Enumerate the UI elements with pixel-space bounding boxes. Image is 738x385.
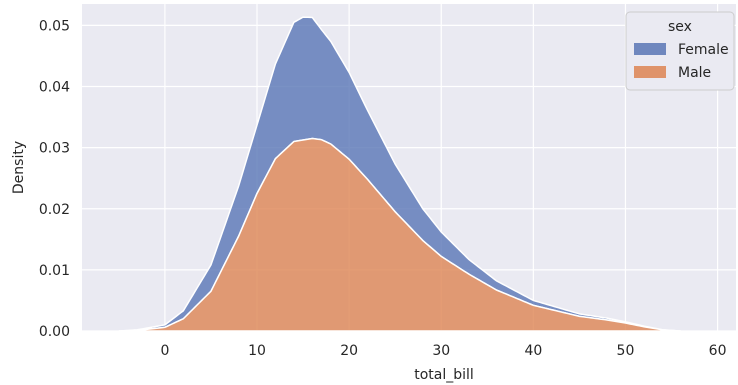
x-tick-label: 10 xyxy=(248,343,266,359)
y-tick-label: 0.03 xyxy=(39,141,70,157)
x-tick-label: 20 xyxy=(340,343,358,359)
legend: sex Female Male xyxy=(625,11,735,91)
legend-swatch-female xyxy=(634,43,666,55)
x-tick-label: 40 xyxy=(524,343,542,359)
x-axis-label: total_bill xyxy=(414,367,474,383)
y-tick-label: 0.00 xyxy=(39,324,70,340)
x-tick-label: 30 xyxy=(432,343,450,359)
y-axis-label: Density xyxy=(11,141,27,194)
y-tick-label: 0.01 xyxy=(39,263,70,279)
legend-label-male: Male xyxy=(678,65,711,81)
y-tick-label: 0.02 xyxy=(39,202,70,218)
stacked-areas xyxy=(118,16,681,332)
x-tick-label: 0 xyxy=(160,343,169,359)
legend-label-female: Female xyxy=(678,42,729,58)
male-area xyxy=(118,137,681,332)
y-tick-label: 0.05 xyxy=(39,18,70,34)
y-tick-label: 0.04 xyxy=(39,80,70,96)
x-tick-label: 50 xyxy=(617,343,635,359)
y-tick-labels: 0.00 0.01 0.02 0.03 0.04 0.05 xyxy=(39,18,70,340)
x-tick-label: 60 xyxy=(709,343,727,359)
legend-title: sex xyxy=(668,19,692,35)
x-tick-labels: 0 10 20 30 40 50 60 xyxy=(160,343,726,359)
legend-swatch-male xyxy=(634,66,666,78)
